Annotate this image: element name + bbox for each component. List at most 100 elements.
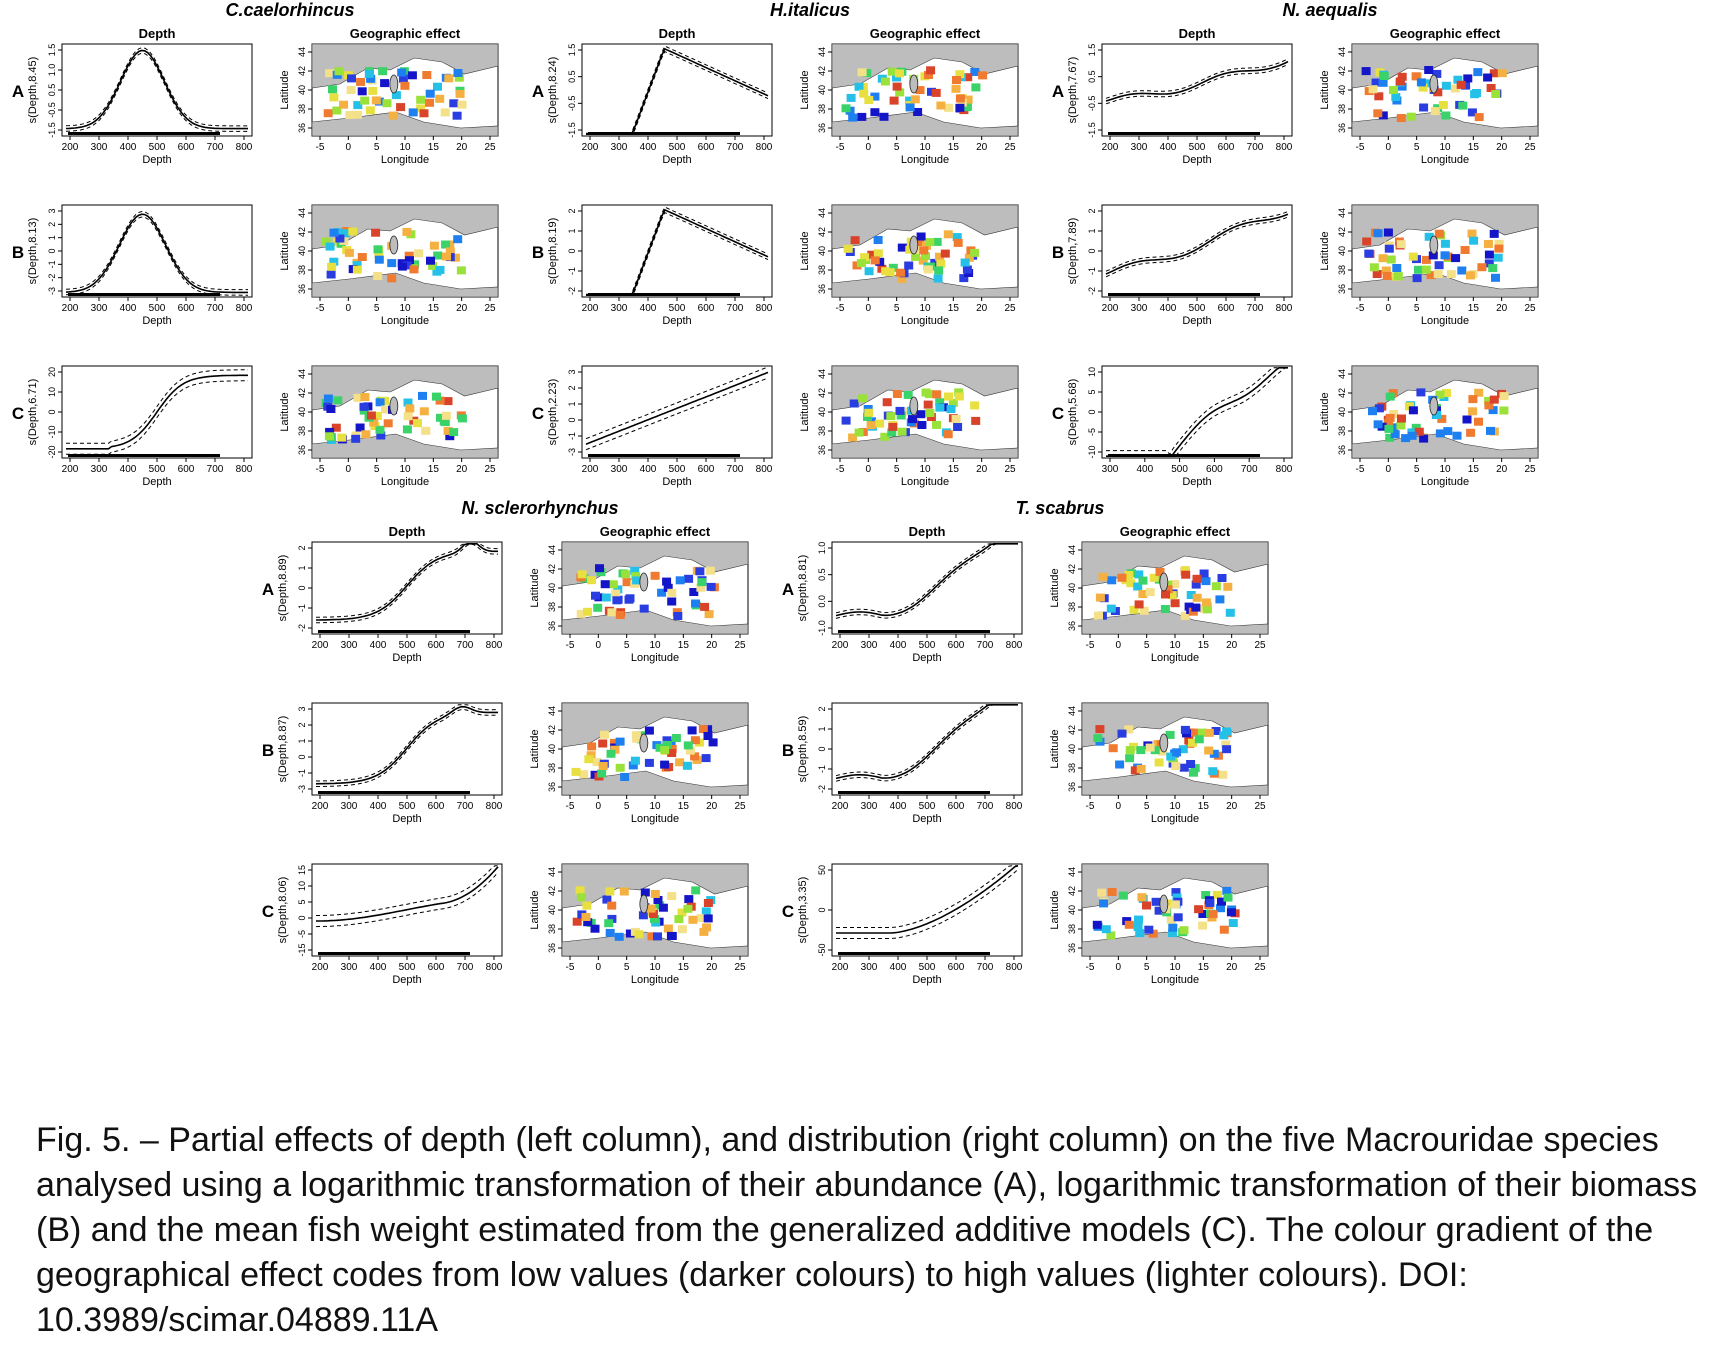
effect-cell bbox=[604, 919, 614, 928]
lat-tick-label: 36 bbox=[1067, 943, 1077, 953]
effect-cell bbox=[396, 103, 406, 112]
effect-cell bbox=[944, 103, 954, 112]
data-rug bbox=[1108, 454, 1260, 457]
lat-axis-label: Latitude bbox=[799, 231, 811, 270]
effect-cell bbox=[1426, 271, 1436, 280]
effect-cell bbox=[639, 604, 649, 613]
data-rug bbox=[1108, 132, 1260, 135]
effect-cell bbox=[1173, 913, 1183, 922]
effect-cell bbox=[1115, 760, 1125, 769]
depth-plot-frame bbox=[581, 365, 773, 459]
data-rug bbox=[838, 630, 990, 633]
effect-cell bbox=[885, 268, 895, 277]
effect-cell bbox=[632, 734, 642, 743]
lon-tick-label: 0 bbox=[1116, 640, 1122, 651]
effect-cell bbox=[625, 594, 635, 603]
x-tick-label: 500 bbox=[399, 962, 416, 973]
effect-cell bbox=[944, 392, 953, 401]
x-tick-label: 800 bbox=[1276, 303, 1293, 314]
effect-cell bbox=[571, 767, 581, 776]
effect-cell bbox=[864, 408, 874, 417]
lat-axis-label: Latitude bbox=[529, 568, 541, 607]
effect-cell bbox=[625, 929, 635, 938]
effect-cell bbox=[854, 82, 864, 91]
effect-cell bbox=[581, 913, 591, 921]
lon-tick-label: -5 bbox=[1086, 962, 1095, 973]
smooth-curve bbox=[65, 213, 248, 294]
effect-cell bbox=[923, 400, 933, 409]
x-tick-label: 400 bbox=[370, 801, 387, 812]
effect-cell bbox=[897, 243, 907, 252]
effect-cell bbox=[870, 92, 880, 101]
effect-cell bbox=[701, 754, 711, 763]
effect-cell bbox=[1466, 428, 1476, 437]
effect-cell bbox=[373, 272, 383, 280]
lat-tick-label: 44 bbox=[1067, 706, 1077, 716]
effect-cell bbox=[1458, 101, 1468, 110]
effect-cell bbox=[1408, 252, 1418, 261]
effect-cell bbox=[860, 253, 870, 262]
lat-axis-label: Latitude bbox=[279, 70, 291, 109]
effect-cell bbox=[452, 111, 462, 120]
lat-tick-label: 42 bbox=[1337, 388, 1347, 398]
effect-cell bbox=[688, 915, 698, 924]
lon-tick-label: 15 bbox=[1468, 142, 1480, 153]
effect-cell bbox=[1164, 899, 1173, 908]
effect-cell bbox=[892, 390, 902, 398]
effect-cell bbox=[952, 76, 961, 84]
effect-cell bbox=[414, 249, 424, 258]
effect-cell bbox=[433, 251, 443, 260]
effect-cell bbox=[373, 245, 383, 254]
effect-cell bbox=[1126, 579, 1136, 588]
effect-cell bbox=[1381, 266, 1391, 275]
lon-tick-label: -5 bbox=[566, 640, 575, 651]
lat-tick-label: 38 bbox=[547, 924, 557, 934]
effect-cell bbox=[1138, 576, 1148, 585]
effect-cell bbox=[1499, 406, 1509, 415]
lat-tick-label: 36 bbox=[1067, 782, 1077, 792]
x-axis-label: Depth bbox=[662, 476, 691, 488]
effect-cell bbox=[916, 410, 926, 419]
effect-cell bbox=[1188, 738, 1197, 747]
x-tick-label: 400 bbox=[120, 303, 137, 314]
effect-cell bbox=[1385, 433, 1395, 442]
effect-cell bbox=[583, 607, 592, 616]
effect-cell bbox=[1382, 271, 1392, 280]
lat-tick-label: 42 bbox=[547, 564, 557, 574]
effect-cell bbox=[663, 924, 673, 933]
effect-cell bbox=[971, 83, 981, 92]
lat-tick-label: 40 bbox=[547, 583, 557, 593]
effect-cell bbox=[1099, 899, 1109, 908]
y-tick-label: -20 bbox=[47, 445, 57, 458]
effect-cell bbox=[903, 390, 913, 399]
lat-tick-label: 40 bbox=[547, 744, 557, 754]
lon-tick-label: 5 bbox=[1414, 464, 1420, 475]
effect-cell bbox=[696, 914, 706, 923]
lat-tick-label: 42 bbox=[817, 66, 827, 76]
y-tick-label: -3 bbox=[567, 448, 577, 456]
y-tick-label: 1 bbox=[297, 738, 307, 743]
africa-landmass bbox=[561, 931, 749, 957]
effect-cell bbox=[687, 726, 697, 735]
effect-cell bbox=[348, 227, 358, 236]
effect-cell bbox=[1205, 898, 1215, 907]
effect-cell bbox=[1130, 766, 1140, 775]
effect-cell bbox=[648, 910, 658, 918]
effect-cell bbox=[1378, 254, 1388, 263]
effect-cell bbox=[650, 890, 660, 898]
upper-ci-curve bbox=[315, 543, 498, 618]
effect-cell bbox=[689, 588, 699, 596]
lower-ci-curve bbox=[835, 704, 1018, 782]
lower-ci-curve bbox=[316, 708, 499, 787]
effect-cell bbox=[443, 426, 453, 435]
effect-cell bbox=[326, 405, 336, 413]
effect-cell bbox=[1373, 420, 1383, 429]
y-axis-label: s(Depth,5.68) bbox=[1067, 379, 1079, 446]
effect-cell bbox=[1499, 392, 1509, 401]
lon-tick-label: 0 bbox=[596, 801, 602, 812]
effect-cell bbox=[1190, 764, 1200, 773]
effect-cell bbox=[606, 749, 616, 758]
y-tick-label: 0 bbox=[297, 585, 307, 590]
lon-tick-label: 0 bbox=[346, 142, 352, 153]
effect-cell bbox=[932, 390, 942, 399]
